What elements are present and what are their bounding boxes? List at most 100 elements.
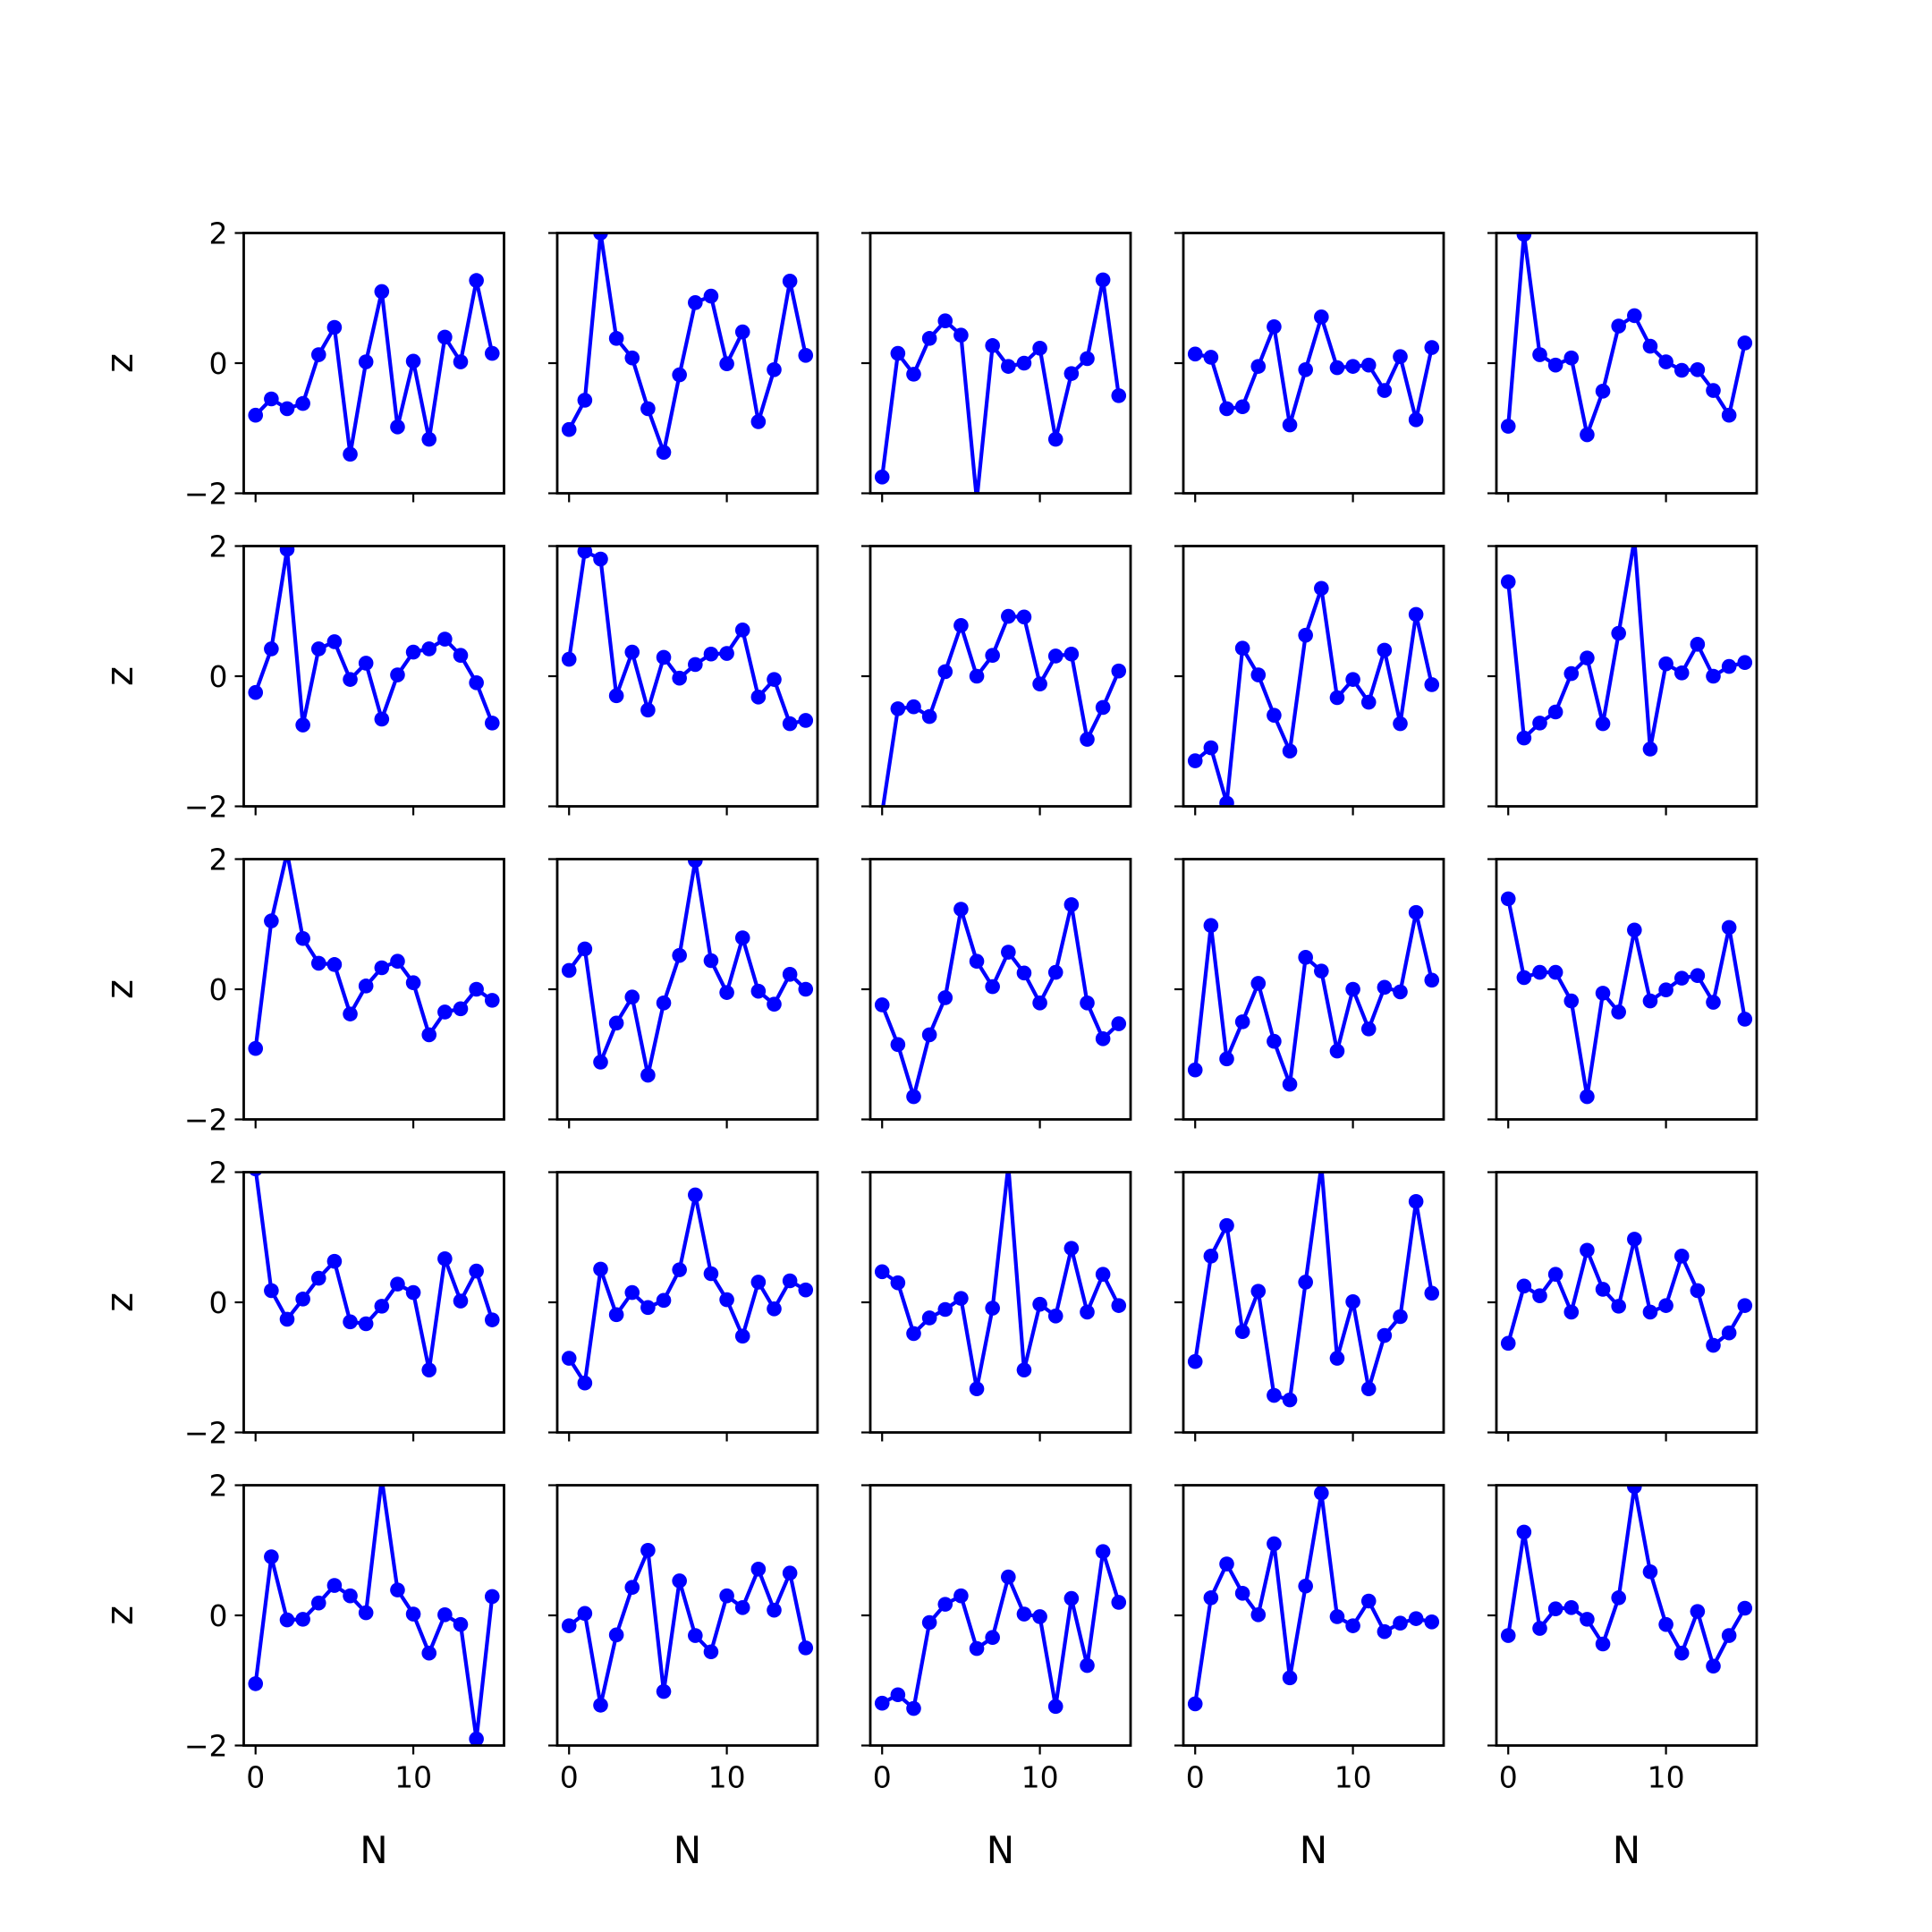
data-point bbox=[310, 1595, 326, 1611]
data-point bbox=[1095, 1544, 1111, 1559]
data-point bbox=[390, 953, 405, 970]
data-point bbox=[1658, 656, 1674, 672]
data-point bbox=[264, 1283, 279, 1299]
data-point bbox=[640, 1542, 656, 1558]
data-point bbox=[264, 913, 279, 928]
data-point bbox=[1329, 1043, 1345, 1059]
y-tick-label: 2 bbox=[209, 843, 228, 877]
data-point bbox=[1532, 964, 1547, 980]
subplot-1-3 bbox=[861, 232, 1132, 503]
data-point bbox=[1627, 922, 1642, 938]
plot-area bbox=[1187, 1485, 1440, 1712]
data-point bbox=[1611, 1590, 1626, 1606]
data-point bbox=[1329, 1351, 1345, 1366]
data-point bbox=[921, 331, 937, 346]
plot-area bbox=[561, 859, 814, 1083]
data-point bbox=[985, 648, 1000, 664]
data-point bbox=[1267, 1387, 1282, 1403]
data-point bbox=[561, 651, 577, 667]
data-point bbox=[1016, 1362, 1032, 1377]
subplot-5-2: 0 10N bbox=[548, 1484, 819, 1872]
data-point bbox=[672, 1262, 687, 1277]
series-line bbox=[253, 1485, 495, 1741]
data-point bbox=[1611, 1299, 1626, 1314]
data-point bbox=[1516, 970, 1532, 986]
data-point bbox=[1298, 361, 1313, 377]
data-point bbox=[921, 708, 937, 724]
data-point bbox=[561, 962, 577, 979]
data-point bbox=[1187, 1353, 1203, 1369]
data-point bbox=[1690, 637, 1706, 652]
data-point bbox=[782, 716, 798, 732]
data-point bbox=[1314, 1485, 1329, 1501]
x-tick-label: 10 bbox=[394, 1760, 432, 1795]
plot-area bbox=[561, 233, 814, 460]
data-point bbox=[937, 313, 953, 329]
y-tick-label: −2 bbox=[184, 1416, 228, 1451]
subplot-3-3 bbox=[861, 858, 1132, 1129]
data-point bbox=[1642, 741, 1658, 757]
y-tick-label: 0 bbox=[209, 1285, 228, 1320]
data-point bbox=[1095, 1030, 1111, 1046]
data-point bbox=[421, 431, 437, 447]
data-point bbox=[985, 338, 1000, 353]
data-point bbox=[1658, 982, 1674, 998]
plot-area bbox=[1187, 309, 1440, 433]
data-point bbox=[437, 631, 453, 647]
series-line bbox=[1506, 233, 1747, 437]
data-point bbox=[1016, 609, 1032, 625]
data-point bbox=[310, 347, 326, 362]
data-point bbox=[1111, 1298, 1127, 1313]
subplot-5-1: 0 10 −2 0 2 z N bbox=[97, 1469, 505, 1872]
data-point bbox=[672, 947, 687, 963]
data-point bbox=[1408, 1193, 1424, 1209]
data-point bbox=[421, 1027, 437, 1043]
plot-area bbox=[561, 1542, 814, 1713]
data-point bbox=[1001, 608, 1016, 624]
subplot-3-2 bbox=[548, 858, 819, 1129]
x-tick-label: 0 bbox=[560, 1760, 579, 1795]
data-point bbox=[734, 623, 750, 638]
data-point bbox=[1737, 1012, 1753, 1027]
data-point bbox=[906, 1089, 921, 1105]
data-point bbox=[437, 329, 453, 345]
data-point bbox=[1219, 1556, 1234, 1572]
series-line bbox=[1506, 546, 1746, 751]
data-point bbox=[1595, 986, 1611, 1001]
data-point bbox=[1516, 233, 1532, 242]
data-point bbox=[1642, 338, 1658, 354]
data-point bbox=[1627, 1232, 1642, 1247]
data-point bbox=[1721, 1325, 1737, 1341]
data-point bbox=[640, 401, 656, 417]
data-point bbox=[1393, 349, 1408, 365]
data-point bbox=[1047, 1699, 1063, 1715]
data-point bbox=[326, 319, 343, 335]
data-point bbox=[374, 711, 390, 727]
series-line bbox=[881, 614, 1121, 807]
x-axis-label: N bbox=[360, 1828, 387, 1872]
axes-frame bbox=[1495, 1171, 1758, 1434]
data-point bbox=[1563, 350, 1580, 366]
subplot-2-2 bbox=[548, 545, 819, 816]
data-point bbox=[937, 990, 953, 1005]
data-point bbox=[374, 284, 390, 300]
data-point bbox=[453, 354, 469, 369]
data-point bbox=[640, 1067, 656, 1083]
data-point bbox=[264, 1549, 279, 1564]
subplot-2-4 bbox=[1174, 545, 1445, 816]
data-point bbox=[1282, 1392, 1298, 1408]
data-point bbox=[1016, 1606, 1032, 1622]
data-point bbox=[1282, 1076, 1298, 1092]
data-point bbox=[1360, 1593, 1377, 1609]
data-point bbox=[1547, 1267, 1563, 1283]
y-axis-label: z bbox=[97, 666, 141, 686]
data-point bbox=[593, 233, 608, 241]
series-line bbox=[881, 1549, 1121, 1711]
subplot-4-2 bbox=[548, 1171, 819, 1442]
data-point bbox=[593, 1261, 608, 1277]
data-point bbox=[1001, 1569, 1016, 1585]
data-point bbox=[437, 1606, 453, 1623]
data-point bbox=[1611, 318, 1626, 334]
data-point bbox=[1360, 1021, 1377, 1037]
